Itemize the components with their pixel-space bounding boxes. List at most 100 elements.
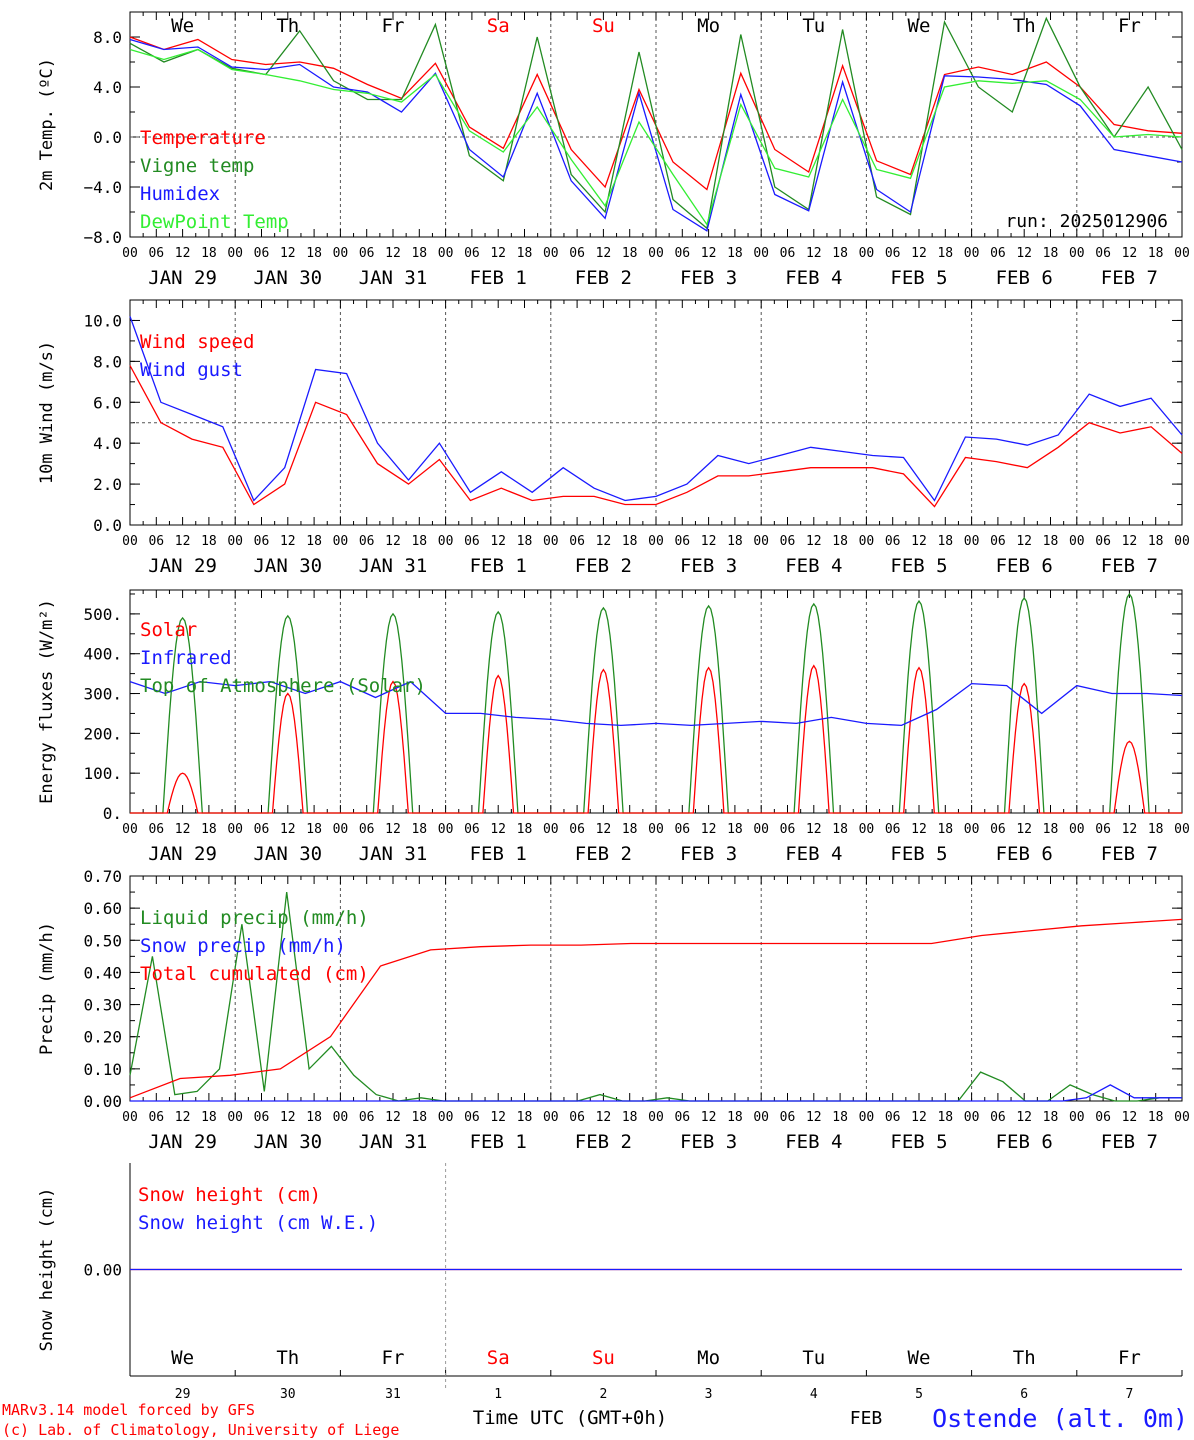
hour-label: 12: [806, 246, 822, 261]
hour-label: 18: [201, 822, 217, 837]
hour-label: 18: [517, 822, 533, 837]
hour-label: 06: [254, 1110, 270, 1125]
hour-label: 18: [937, 534, 953, 549]
hour-label: 00: [543, 246, 559, 261]
hour-label: 12: [280, 1110, 296, 1125]
hour-label: 18: [937, 822, 953, 837]
hour-label: 12: [911, 534, 927, 549]
day-name: Fr: [382, 1347, 405, 1369]
hour-label: 18: [1148, 822, 1164, 837]
date-label: FEB 5: [890, 1131, 947, 1153]
y-tick-label: −4.0: [83, 178, 122, 197]
hour-label: 12: [701, 822, 717, 837]
date-label: FEB 7: [1101, 267, 1158, 289]
day-name: Th: [276, 15, 299, 37]
date-label: FEB 6: [996, 555, 1053, 577]
date-label: FEB 6: [996, 843, 1053, 865]
hour-label: 18: [1043, 1110, 1059, 1125]
y-tick-label: 0.00: [83, 1261, 122, 1280]
wind-series-line: [129, 365, 1183, 508]
day-name: Th: [1013, 15, 1036, 37]
y-tick-label: 0.20: [83, 1028, 122, 1047]
day-name: Mo: [697, 1347, 720, 1369]
date-label: JAN 31: [359, 555, 428, 577]
hour-label: 00: [753, 246, 769, 261]
hour-label: 12: [911, 1110, 927, 1125]
hour-label: 12: [911, 822, 927, 837]
y-tick-label: 0.40: [83, 963, 122, 982]
hour-label: 00: [859, 1110, 875, 1125]
hour-label: 12: [1122, 534, 1138, 549]
hour-label: 06: [359, 534, 375, 549]
hour-label: 00: [122, 246, 138, 261]
y-axis-label: Energy fluxes (W/m²): [37, 599, 57, 804]
hour-label: 00: [333, 822, 349, 837]
hour-label: 00: [1174, 1110, 1190, 1125]
y-tick-label: 8.0: [93, 28, 122, 47]
date-label: FEB 5: [890, 267, 947, 289]
hour-label: 12: [806, 534, 822, 549]
hour-label: 06: [254, 246, 270, 261]
date-label: FEB 2: [575, 555, 632, 577]
date-label: FEB 1: [470, 267, 527, 289]
hour-label: 06: [780, 822, 796, 837]
day-name: Sa: [487, 15, 510, 37]
hour-label: 00: [648, 534, 664, 549]
day-name: Sa: [487, 1347, 510, 1369]
day-number: 2: [599, 1387, 607, 1402]
y-tick-label: 0.70: [83, 867, 122, 886]
hour-label: 00: [438, 534, 454, 549]
hour-label: 00: [333, 246, 349, 261]
date-label: FEB 3: [680, 555, 737, 577]
day-number: 7: [1125, 1387, 1133, 1402]
day-name: Su: [592, 1347, 615, 1369]
hour-label: 00: [438, 822, 454, 837]
date-label: JAN 29: [148, 1131, 217, 1153]
hour-label: 06: [1095, 534, 1111, 549]
date-label: FEB 6: [996, 1131, 1053, 1153]
date-label: FEB 4: [785, 843, 842, 865]
day-number: 1: [494, 1387, 502, 1402]
hour-label: 06: [464, 1110, 480, 1125]
day-name: Tu: [802, 1347, 825, 1369]
hour-label: 00: [1069, 822, 1085, 837]
hour-label: 00: [859, 246, 875, 261]
hour-label: 18: [411, 246, 427, 261]
hour-label: 00: [227, 246, 243, 261]
hour-label: 06: [1095, 822, 1111, 837]
footer-model: MARv3.14 model forced by GFS: [2, 1401, 255, 1419]
y-tick-label: 6.0: [93, 393, 122, 412]
day-name: We: [908, 15, 931, 37]
day-name: Th: [276, 1347, 299, 1369]
hour-label: 00: [648, 246, 664, 261]
hour-label: 18: [727, 1110, 743, 1125]
legend-entry: Infrared: [140, 647, 232, 669]
y-axis-label: Snow height (cm): [37, 1188, 57, 1352]
hour-label: 00: [438, 1110, 454, 1125]
hour-label: 18: [306, 1110, 322, 1125]
wind-series-line: [129, 316, 1183, 502]
hour-label: 12: [1016, 822, 1032, 837]
y-axis-label: 2m Temp. (ºC): [37, 58, 57, 191]
hour-label: 00: [227, 1110, 243, 1125]
legend-entry: Liquid precip (mm/h): [140, 907, 369, 929]
y-axis-label: 10m Wind (m/s): [37, 341, 57, 484]
hour-label: 18: [1043, 822, 1059, 837]
hour-label: 06: [1095, 1110, 1111, 1125]
hour-label: 00: [1069, 534, 1085, 549]
hour-label: 06: [885, 1110, 901, 1125]
date-label: JAN 30: [253, 1131, 322, 1153]
hour-label: 06: [359, 822, 375, 837]
y-axis-label: Precip (mm/h): [37, 922, 57, 1055]
hour-label: 18: [1043, 246, 1059, 261]
hour-label: 18: [937, 1110, 953, 1125]
hour-label: 06: [780, 534, 796, 549]
hour-label: 12: [1122, 246, 1138, 261]
hour-label: 06: [254, 822, 270, 837]
date-label: JAN 30: [253, 555, 322, 577]
hour-label: 12: [596, 1110, 612, 1125]
day-number: 30: [280, 1387, 296, 1402]
y-tick-label: 8.0: [93, 352, 122, 371]
